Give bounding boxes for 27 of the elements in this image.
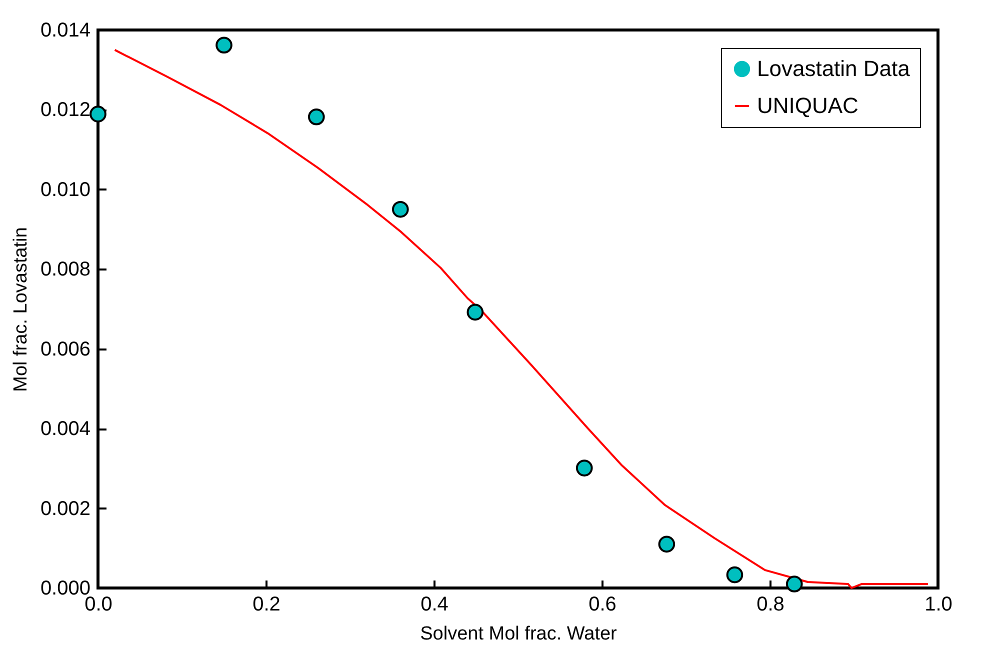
y-tick-label: 0.004 [40,418,90,440]
legend-label: Lovastatin Data [757,56,911,81]
point [90,106,106,122]
y-tick-label: 0.006 [40,338,90,360]
x-tick-label: 0.8 [756,594,784,616]
y-tick-label: 0.008 [40,258,90,281]
point [726,566,744,584]
point [786,576,803,592]
line-series [114,48,929,589]
x-axis-title: Solvent Mol frac. Water [420,624,618,644]
x-tick-label: 0.0 [84,594,112,616]
x-tick-label: 1.0 [924,594,952,616]
legend-label: UNIQUAC [757,93,859,118]
y-tick-label: 0.002 [40,498,90,520]
x-tick-label: 0.2 [252,594,280,616]
x-tick-label: 0.6 [588,594,616,616]
point [392,200,409,218]
y-tick-label: 0.014 [40,20,90,42]
y-axis-title: Mol frac. Lovastatin [10,227,32,392]
x-tick-label: 0.4 [420,594,448,616]
point [658,536,676,553]
point [466,304,484,321]
y-tick-label: 0.012 [40,99,90,122]
y-tick-label: 0.010 [40,178,90,201]
point [308,108,325,126]
point [576,460,593,476]
point [216,36,232,54]
